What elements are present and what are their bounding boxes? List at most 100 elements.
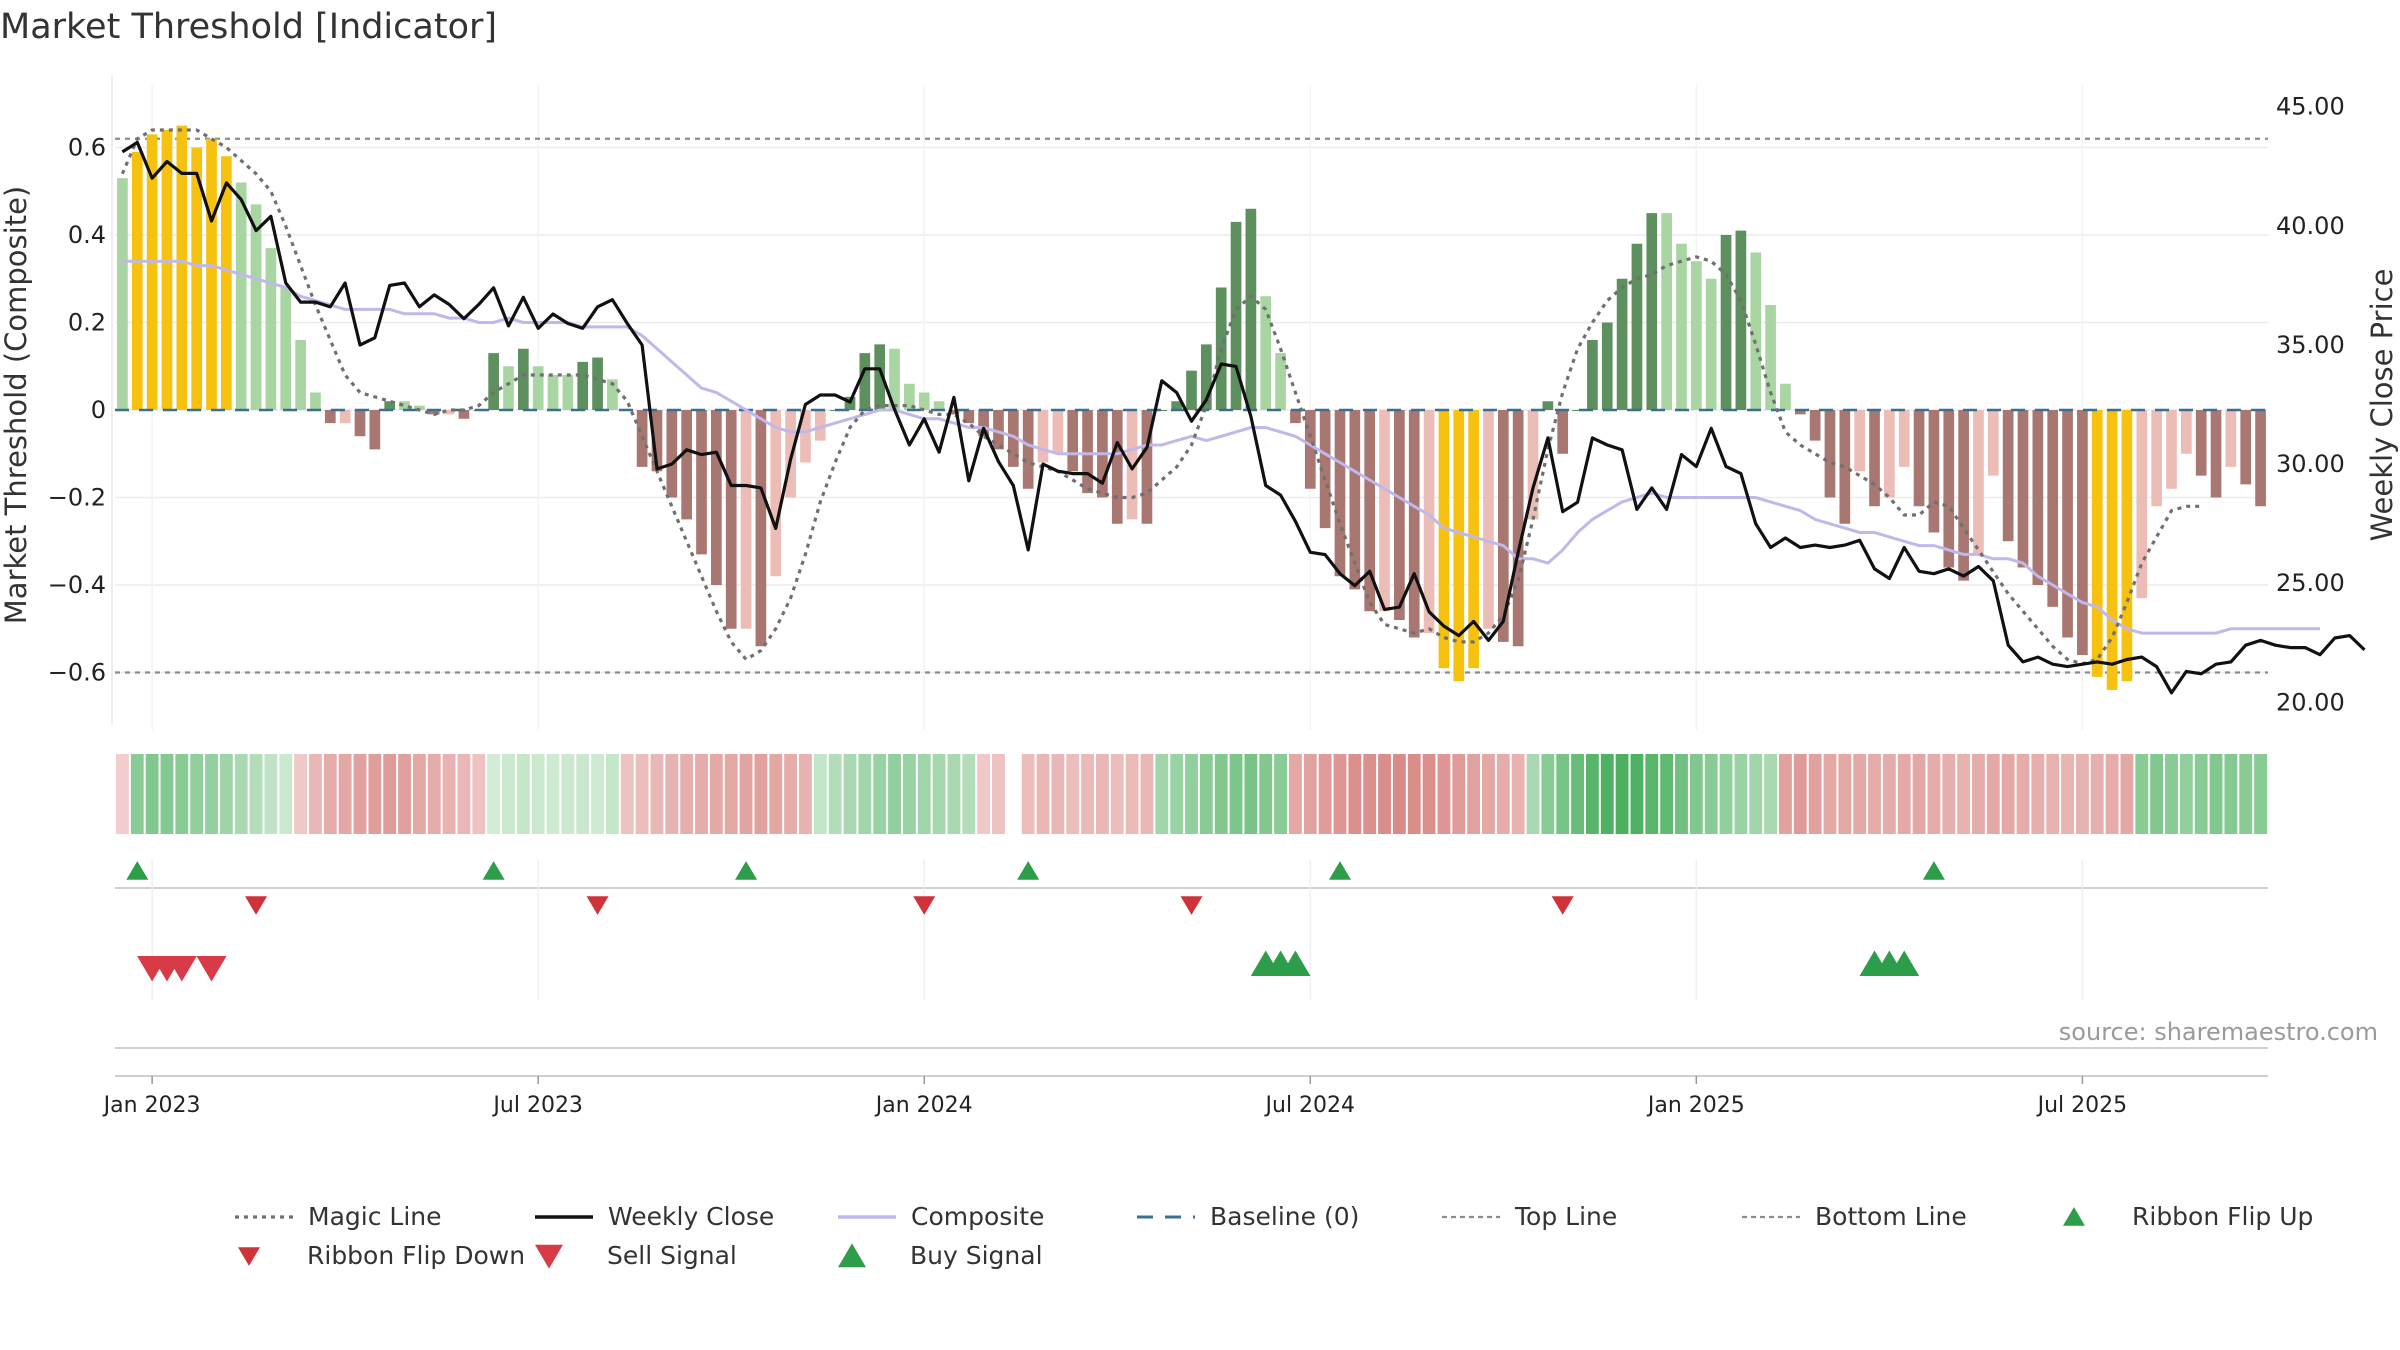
ribbon-cell [516,754,530,834]
left-tick-label: 0.6 [68,134,106,162]
ribbon-cell [1541,754,1555,834]
composite-bar [1958,410,1969,581]
composite-bar [161,130,173,410]
composite-bar [651,410,663,472]
composite-bar [2121,410,2133,682]
composite-bar [310,392,321,410]
ribbon-cell [2209,754,2223,834]
composite-bar [1156,410,1168,411]
ribbon-cell [1378,754,1391,834]
ribbon-cell [1689,754,1703,834]
ribbon-cell [1437,754,1451,834]
composite-bar [681,410,693,520]
sell-signal-marker [166,956,197,982]
composite-bar [740,410,752,629]
composite-bar [859,353,871,410]
x-tick-label: Jul 2023 [491,1093,583,1118]
composite-bar [1884,410,1895,498]
legend-item-bottom: Bottom Line [1742,1202,1967,1231]
ribbon-cell [739,754,753,834]
composite-bar [725,410,737,629]
ribbon-flip-down-marker [913,896,936,915]
composite-bar [1616,278,1628,410]
composite-bar [532,366,544,410]
ribbon-cell [858,754,872,834]
composite-bar [503,366,514,410]
ribbon-cell [1868,754,1881,834]
ribbon-flip-up-marker [1922,861,1945,880]
ribbon-cell [1749,754,1763,834]
legend-label: Bottom Line [1815,1202,1967,1231]
ribbon-cell [1036,754,1050,834]
composite-bar [443,410,455,415]
ribbon-cell [2239,754,2253,834]
legend-item-baseline: Baseline (0) [1137,1202,1359,1231]
ribbon-cell [383,754,397,834]
ribbon-cell [1363,754,1377,834]
composite-bar [2136,410,2148,599]
composite-bar [1765,305,1776,410]
ribbon-cell [605,754,619,834]
ribbon-cell [1957,754,1971,834]
left-tick-label: 0.4 [68,221,106,249]
composite-bar [1780,383,1791,410]
left-axis-ticks: 0.6 0.4 0.2 0 −0.2 −0.4 −0.6 [48,75,113,725]
ribbon-cell [1140,754,1154,834]
sell-signal-marker [196,956,227,982]
composite-bar [1750,252,1762,410]
ribbon-cell [947,754,961,834]
ribbon-cell [650,754,664,834]
ribbon-cell [442,754,456,834]
composite-bar [1512,410,1524,647]
composite-bar [1186,370,1197,410]
composite-bar [770,410,782,577]
ribbon-flip-down-marker [586,896,609,915]
ribbon-cell [754,754,768,834]
legend-swatch [838,1243,866,1268]
composite-bar [1809,410,1821,441]
ribbon-cell [205,754,218,834]
composite-bar [918,392,930,410]
ribbon-cell [620,754,634,834]
composite-bar [696,410,707,555]
composite-bar [458,410,470,419]
ribbon-cell [1482,754,1495,834]
ribbon-cell [1734,754,1748,834]
ribbon-cell [1823,754,1837,834]
composite-bar [933,401,945,410]
composite-bar [1720,235,1732,410]
ribbon-cell [219,754,233,834]
x-tick-label: Jul 2024 [1264,1093,1356,1118]
composite-bar [1943,410,1955,568]
composite-bar [176,125,188,410]
composite-bar [1141,410,1153,524]
ribbon-cell [1779,754,1792,834]
composite-bar [978,410,989,437]
ribbon-cell [561,754,575,834]
composite-bar [1171,401,1182,410]
ribbon-cell [992,754,1005,834]
composite-bar [814,410,826,441]
ribbon-cell [502,754,515,834]
ribbon-cell [175,754,189,834]
ribbon-cell [1407,754,1421,834]
composite-bar [2225,410,2237,467]
legend: Magic Line Weekly Close Composite Baseline … [235,1202,2313,1270]
composite-bar [384,401,396,410]
composite-bar [2255,410,2266,507]
ribbon-flip-up-marker [482,861,505,880]
ribbon-cell [412,754,426,834]
composite-bar [1275,353,1286,410]
ribbon-cell [338,754,352,834]
ribbon-cell [1526,754,1540,834]
legend-item-buy: Buy Signal [838,1241,1043,1270]
composite-bar [1453,410,1465,682]
ribbon-cell [1897,754,1911,834]
ribbon-cell [1808,754,1822,834]
composite-bar [1676,243,1687,410]
ribbon-cell [368,754,382,834]
composite-bar [1037,410,1049,463]
ribbon-cell [680,754,694,834]
ribbon-cell [977,754,991,834]
series-lines [115,128,2366,695]
